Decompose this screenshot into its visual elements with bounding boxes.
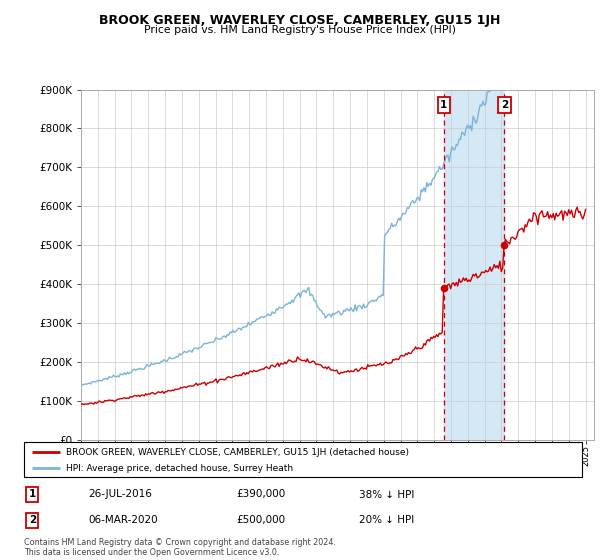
Text: 1: 1	[29, 489, 36, 500]
Text: £500,000: £500,000	[236, 515, 285, 525]
Text: £390,000: £390,000	[236, 489, 285, 500]
Text: BROOK GREEN, WAVERLEY CLOSE, CAMBERLEY, GU15 1JH: BROOK GREEN, WAVERLEY CLOSE, CAMBERLEY, …	[100, 14, 500, 27]
Text: 26-JUL-2016: 26-JUL-2016	[88, 489, 152, 500]
Bar	[444, 90, 505, 440]
Text: 1: 1	[440, 100, 448, 110]
Text: 20% ↓ HPI: 20% ↓ HPI	[359, 515, 414, 525]
Text: 2: 2	[501, 100, 508, 110]
Text: Price paid vs. HM Land Registry's House Price Index (HPI): Price paid vs. HM Land Registry's House …	[144, 25, 456, 35]
Text: 06-MAR-2020: 06-MAR-2020	[88, 515, 158, 525]
Text: 2: 2	[29, 515, 36, 525]
Text: 38% ↓ HPI: 38% ↓ HPI	[359, 489, 414, 500]
Text: Contains HM Land Registry data © Crown copyright and database right 2024.
This d: Contains HM Land Registry data © Crown c…	[24, 538, 336, 557]
Text: BROOK GREEN, WAVERLEY CLOSE, CAMBERLEY, GU15 1JH (detached house): BROOK GREEN, WAVERLEY CLOSE, CAMBERLEY, …	[66, 447, 409, 456]
Text: HPI: Average price, detached house, Surrey Heath: HPI: Average price, detached house, Surr…	[66, 464, 293, 473]
